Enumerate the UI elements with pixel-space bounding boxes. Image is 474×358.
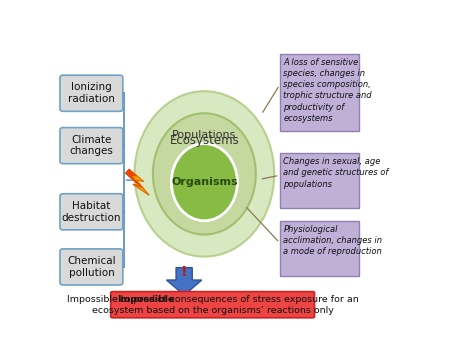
FancyBboxPatch shape [60,75,123,111]
Text: Impossible: Impossible [117,295,174,304]
Text: Ionizing
radiation: Ionizing radiation [68,82,115,104]
Text: Climate
changes: Climate changes [70,135,113,156]
FancyBboxPatch shape [280,54,359,131]
Ellipse shape [153,113,256,234]
Text: !: ! [181,265,187,280]
Text: Physiological
acclimation, changes in
a mode of reproduction: Physiological acclimation, changes in a … [283,225,383,256]
FancyBboxPatch shape [60,194,123,230]
Text: Ecosystems: Ecosystems [170,134,239,147]
Ellipse shape [135,91,274,257]
Text: Impossible to predict consequences of stress exposure for an
ecosystem based on : Impossible to predict consequences of st… [67,295,358,315]
FancyBboxPatch shape [60,249,123,285]
Polygon shape [125,169,143,188]
Polygon shape [125,169,149,195]
Text: Chemical
pollution: Chemical pollution [67,256,116,278]
Text: Populations: Populations [172,130,237,140]
Text: Organisms: Organisms [171,177,237,187]
FancyBboxPatch shape [110,292,315,318]
Text: Habitat
destruction: Habitat destruction [62,201,121,223]
FancyBboxPatch shape [60,127,123,164]
Polygon shape [166,268,202,295]
Text: Changes in sexual, age
and genetic structures of
populations: Changes in sexual, age and genetic struc… [283,158,389,189]
FancyBboxPatch shape [280,153,359,208]
Ellipse shape [171,144,237,221]
Text: A loss of sensitive
species, changes in
species composition,
trophic structure a: A loss of sensitive species, changes in … [283,58,372,123]
FancyBboxPatch shape [280,221,359,276]
